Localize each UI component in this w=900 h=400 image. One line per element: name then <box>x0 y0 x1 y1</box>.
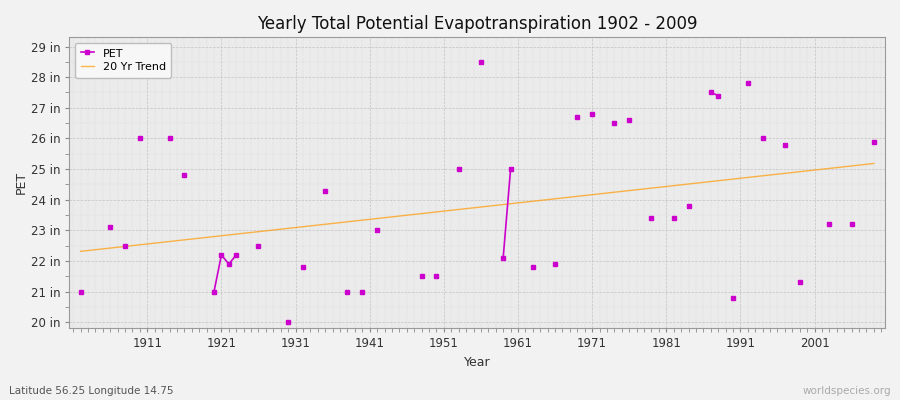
Legend: PET, 20 Yr Trend: PET, 20 Yr Trend <box>75 43 171 78</box>
PET <box>209 289 220 294</box>
Y-axis label: PET: PET <box>15 171 28 194</box>
PET <box>868 139 879 144</box>
PET <box>713 93 724 98</box>
20 Yr Trend <box>757 173 768 178</box>
20 Yr Trend <box>202 235 212 240</box>
PET <box>76 289 86 294</box>
20 Yr Trend <box>868 161 879 166</box>
Line: PET: PET <box>78 60 876 324</box>
20 Yr Trend <box>157 240 167 245</box>
Text: worldspecies.org: worldspecies.org <box>803 386 891 396</box>
20 Yr Trend <box>706 179 716 184</box>
Text: Latitude 56.25 Longitude 14.75: Latitude 56.25 Longitude 14.75 <box>9 386 174 396</box>
PET <box>454 167 464 172</box>
20 Yr Trend <box>854 163 865 168</box>
Line: 20 Yr Trend: 20 Yr Trend <box>81 164 874 251</box>
PET <box>164 136 175 141</box>
20 Yr Trend <box>446 208 456 213</box>
Title: Yearly Total Potential Evapotranspiration 1902 - 2009: Yearly Total Potential Evapotranspiratio… <box>257 15 698 33</box>
X-axis label: Year: Year <box>464 356 490 369</box>
20 Yr Trend <box>76 249 86 254</box>
